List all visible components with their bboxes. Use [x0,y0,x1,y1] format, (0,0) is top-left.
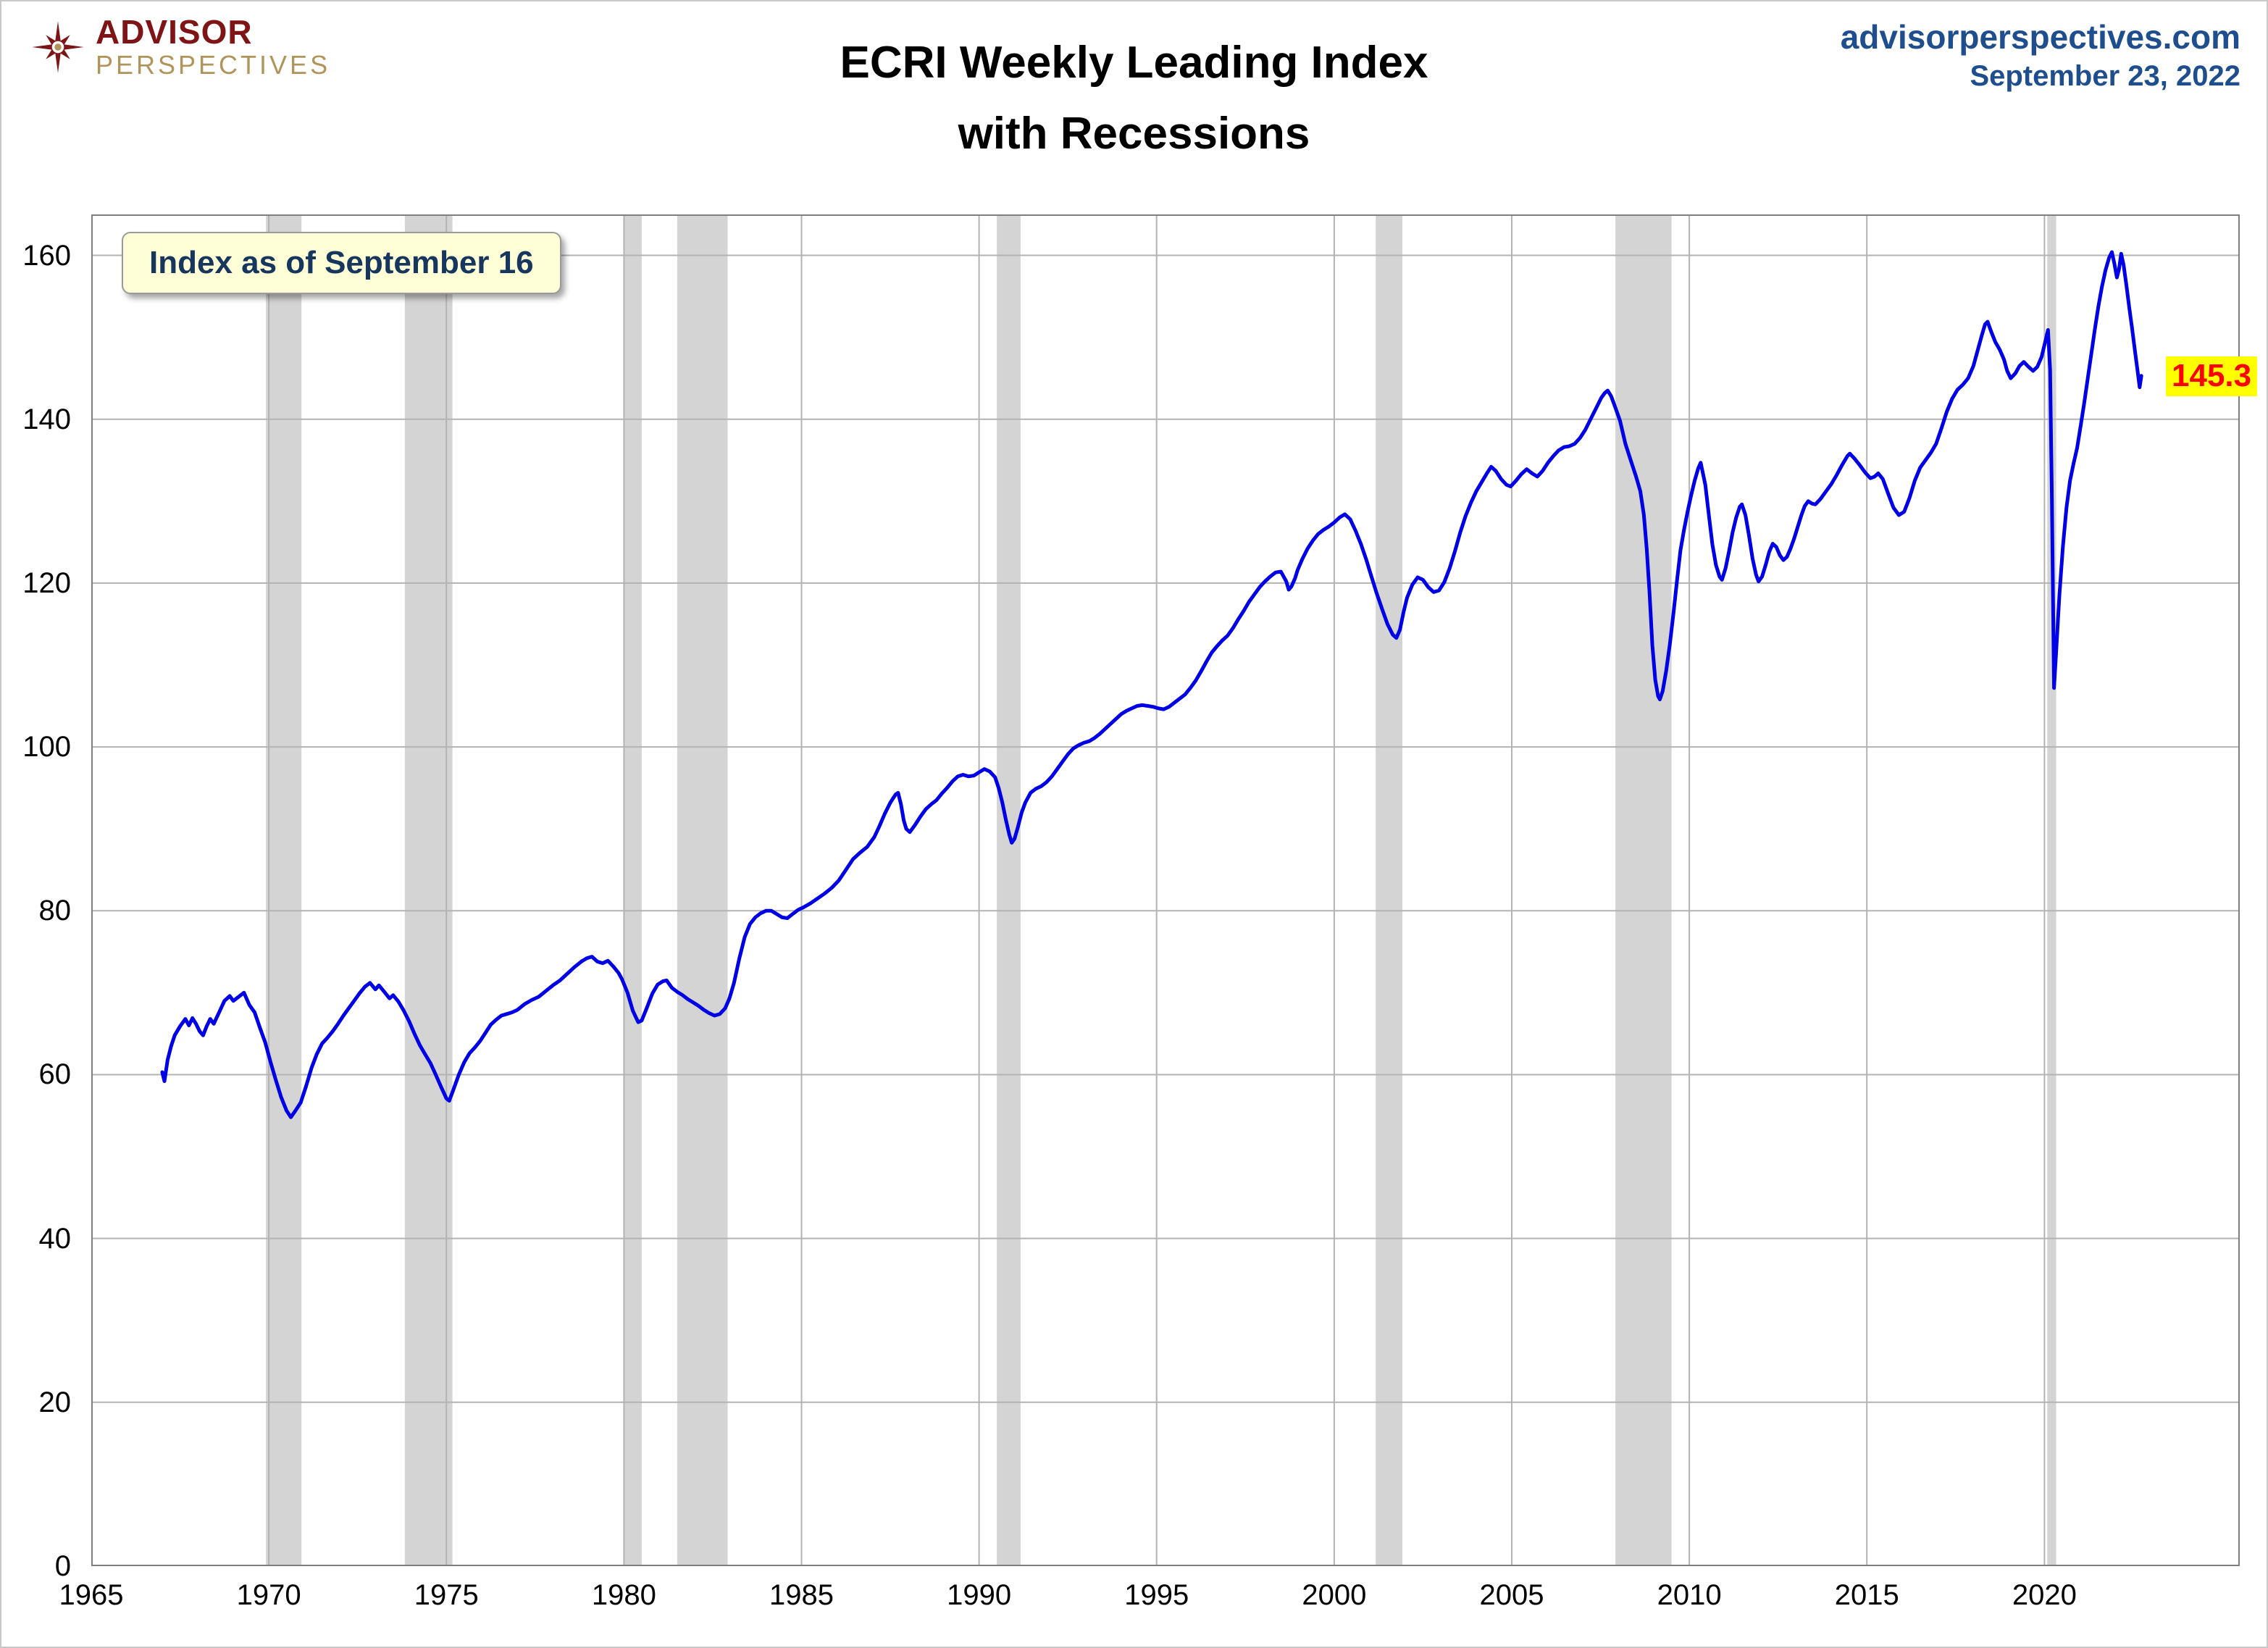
x-tick-label: 1995 [1124,1579,1189,1611]
chart-title-line2: with Recessions [958,109,1310,159]
y-tick-label: 80 [38,895,72,927]
x-tick-label: 1990 [947,1579,1012,1611]
x-tick-label: 1975 [414,1579,479,1611]
last-value-label: 145.3 [2166,356,2258,396]
x-tick-label: 2020 [2012,1579,2077,1611]
x-tick-label: 2010 [1657,1579,1722,1611]
chart-title: ECRI Weekly Leading Index with Recession… [1,28,2267,170]
x-tick-label: 1985 [769,1579,834,1611]
line-chart-plot [91,214,2240,1566]
source-block: advisorperspectives.com September 23, 20… [1841,17,2240,95]
x-tick-label: 2015 [1834,1579,1899,1611]
logo-text: ADVISOR PERSPECTIVES [96,14,330,80]
y-tick-label: 160 [22,239,71,272]
x-tick-label: 1965 [59,1579,124,1611]
compass-rose-icon [32,21,84,73]
callout-box: Index as of September 16 [122,232,561,294]
y-tick-label: 60 [38,1058,72,1091]
x-tick-label: 1970 [236,1579,301,1611]
logo-perspectives-text: PERSPECTIVES [96,50,331,80]
chart-title-line1: ECRI Weekly Leading Index [840,38,1428,88]
website-text: advisorperspectives.com [1840,18,2240,56]
report-date: September 23, 2022 [1970,60,2240,93]
y-tick-label: 100 [22,731,71,764]
y-tick-label: 20 [38,1386,72,1418]
x-tick-label: 2005 [1479,1579,1544,1611]
y-tick-label: 140 [22,403,71,435]
y-tick-label: 40 [38,1222,72,1255]
advisor-perspectives-logo: ADVISOR PERSPECTIVES [30,14,330,80]
x-tick-label: 2000 [1302,1579,1367,1611]
callout-text: Index as of September 16 [149,245,534,280]
y-tick-label: 120 [22,566,71,599]
logo-advisor-text: ADVISOR [96,13,253,51]
y-tick-label: 0 [54,1550,71,1582]
x-tick-label: 1980 [591,1579,656,1611]
